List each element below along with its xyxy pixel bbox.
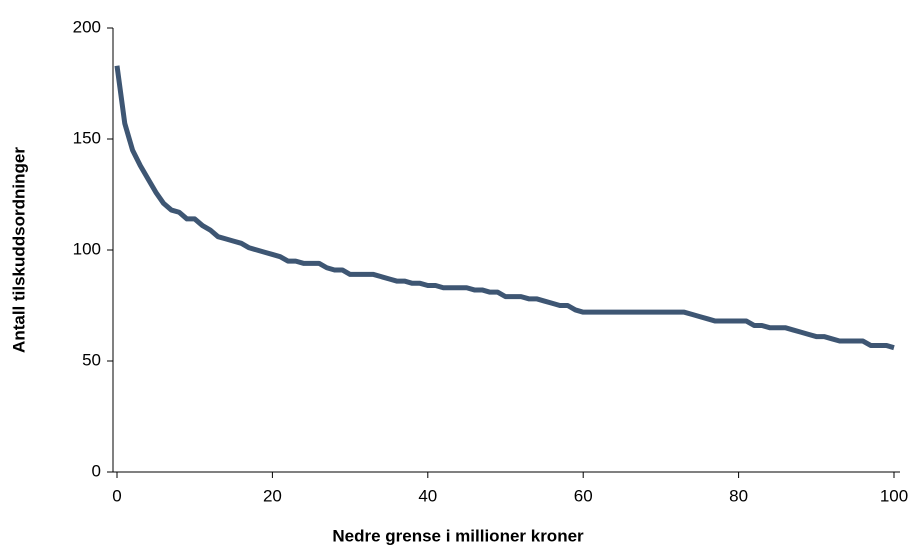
y-tick-label: 200 (73, 17, 101, 36)
x-tick-label: 40 (418, 486, 437, 505)
data-line (114, 65, 895, 351)
x-axis-title: Nedre grense i millioner kroner (332, 526, 584, 545)
x-tick-label: 20 (263, 486, 282, 505)
y-axis-title: Antall tilskuddsordninger (9, 147, 28, 353)
x-tick-label: 0 (112, 486, 121, 505)
y-tick-label: 50 (82, 350, 101, 369)
y-tick-label: 150 (73, 128, 101, 147)
x-tick-label: 60 (574, 486, 593, 505)
x-tick-label: 80 (729, 486, 748, 505)
x-tick-label: 100 (880, 486, 908, 505)
y-tick-label: 100 (73, 239, 101, 258)
y-tick-label: 0 (92, 461, 101, 480)
